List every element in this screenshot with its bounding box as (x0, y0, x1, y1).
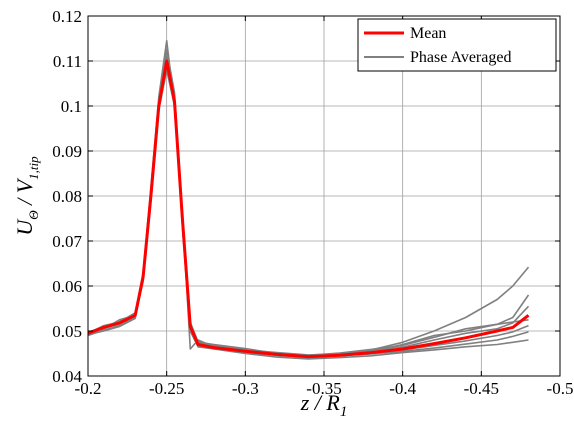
y-tick-label: 0.1 (61, 97, 82, 116)
x-axis-title-main: z / R (300, 390, 341, 415)
y-tick-label: 0.05 (52, 322, 82, 341)
x-tick-label: -0.25 (149, 379, 184, 398)
y-axis-title-sub2: 1,tip (26, 156, 41, 180)
y-tick-label: 0.04 (52, 367, 82, 386)
y-axis-title-u: U (12, 218, 37, 236)
y-tick-label: 0.09 (52, 142, 82, 161)
series-layer (87, 39, 530, 360)
legend-label-phase-averaged: Phase Averaged (410, 49, 511, 66)
x-tick-label: -0.5 (547, 379, 574, 398)
x-tick-label: -0.2 (75, 379, 102, 398)
x-tick-label: -0.45 (464, 379, 499, 398)
y-tick-label: 0.12 (52, 7, 82, 26)
y-tick-label: 0.07 (52, 232, 82, 251)
y-axis-title: UΘ / V1,tip (12, 156, 41, 236)
legend-label-mean: Mean (410, 25, 446, 42)
legend-box (357, 18, 557, 72)
x-tick-label: -0.35 (306, 379, 341, 398)
y-tick-label: 0.06 (52, 277, 82, 296)
ticks: -0.2 -0.25 -0.3 -0.35 -0.4 -0.45 -0.5 0.04 0.05 0… (52, 7, 573, 398)
y-axis-title-sub1: Θ (26, 210, 41, 220)
y-tick-label: 0.11 (53, 52, 82, 71)
y-tick-label: 0.08 (52, 187, 82, 206)
x-tick-label: -0.3 (232, 379, 259, 398)
series-mean (87, 59, 530, 359)
x-axis-title: z / R1 (300, 390, 348, 420)
legend: Mean Phase Averaged (357, 18, 557, 72)
x-tick-label: -0.4 (389, 379, 416, 398)
y-axis-title-slash: / V (12, 177, 37, 210)
x-axis-title-subscript: 1 (340, 404, 348, 420)
